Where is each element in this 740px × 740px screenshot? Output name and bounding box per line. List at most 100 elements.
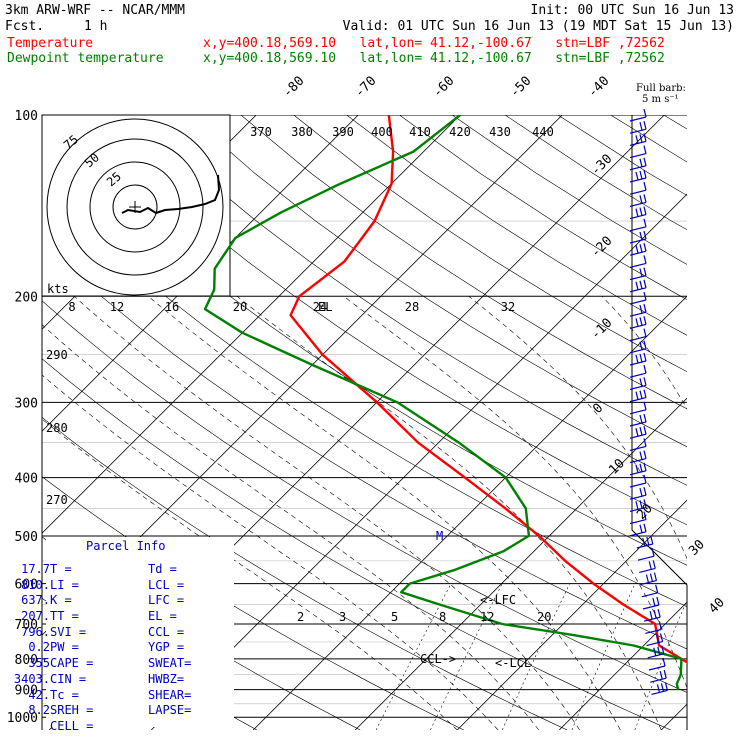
- wind-barb: [629, 157, 647, 171]
- full-barb-value: 5 m s⁻¹: [642, 94, 679, 105]
- wind-barb: [651, 682, 669, 695]
- dry-adiabat: [452, 115, 687, 265]
- isotherm-label: 40: [706, 595, 728, 617]
- dry-adiabat: [293, 115, 687, 373]
- parcel-info-value: 796.: [21, 624, 50, 639]
- theta-label: 380: [291, 125, 313, 139]
- pressure-label-1000: 1000: [7, 711, 38, 726]
- temperature-location: x,y=400.18,569.10 lat,lon= 41.12,-100.67…: [203, 36, 665, 51]
- parcel-info-key: YGP =: [148, 640, 185, 655]
- theta-label: 410: [409, 125, 431, 139]
- isotherm-label: -80: [280, 74, 307, 101]
- wind-barb: [629, 426, 647, 439]
- wind-barb: [629, 267, 647, 281]
- dry-adiabat: [187, 115, 687, 448]
- wind-barb: [629, 389, 647, 403]
- moist-adiabat: [236, 296, 662, 730]
- wind-barb: [629, 438, 647, 451]
- wind-barb: [629, 474, 647, 488]
- isotherm-label: -70: [352, 74, 379, 101]
- isotherm-20: [660, 703, 687, 730]
- dry-adiabat: [610, 115, 687, 163]
- right-frame: [631, 115, 688, 730]
- parcel-info-key: CIN =: [50, 671, 87, 686]
- mixing-ratio-line: [430, 583, 503, 730]
- isotherm-label: 30: [686, 537, 708, 559]
- dry-adiabat-label: 290: [46, 348, 68, 362]
- moist-adiabat: [42, 324, 540, 730]
- parcel-info-key: T =: [50, 562, 72, 576]
- dry-adiabat: [663, 115, 687, 130]
- theta-label: 440: [532, 125, 554, 139]
- model-title: 3km ARW-WRF -- NCAR/MMM: [5, 3, 186, 18]
- moist-adiabat: [74, 296, 580, 730]
- pressure-label-800: 800: [15, 653, 38, 668]
- dewpoint-location: x,y=400.18,569.10 lat,lon= 41.12,-100.67…: [203, 51, 665, 66]
- wind-barb: [629, 291, 647, 305]
- dry-adiabat: [42, 242, 687, 650]
- parcel-info-title: Parcel Info: [86, 539, 166, 553]
- parcel-info-value: 207.: [21, 609, 50, 624]
- parcel-info-key: SHEAR=: [148, 687, 192, 702]
- wind-barb: [629, 121, 647, 134]
- wind-barb: [643, 609, 661, 622]
- moist-adiabat: [343, 296, 687, 689]
- wind-barb: [629, 365, 647, 378]
- wind-barb: [648, 657, 666, 671]
- parcel-info-key: HWBZ=: [148, 671, 185, 686]
- parcel-info-key: LI =: [50, 577, 79, 592]
- annotation-lfc: <-LFC: [480, 593, 516, 607]
- wind-barb: [629, 499, 647, 512]
- dry-adiabat: [42, 358, 671, 730]
- dry-adiabat: [504, 115, 687, 231]
- wind-barb: [629, 511, 647, 525]
- dry-adiabat: [716, 115, 740, 730]
- wind-barb: [629, 108, 647, 122]
- parcel-info-key: Tc =: [50, 687, 79, 702]
- dry-adiabat-label: 270: [46, 493, 68, 507]
- parcel-info-key: Td =: [148, 562, 177, 576]
- wind-barb: [629, 413, 647, 427]
- wind-barb: [629, 316, 647, 329]
- isotherm-label: 20: [634, 501, 656, 523]
- parcel-info-value: 637.: [21, 593, 50, 608]
- hodograph-ring: [112, 184, 158, 230]
- wind-barb: [629, 206, 647, 220]
- wind-barb: [637, 548, 655, 561]
- speed-label: 20: [233, 300, 247, 314]
- pressure-label-700: 700: [15, 618, 38, 633]
- isotherm--60: [42, 115, 461, 534]
- dry-adiabat: [240, 115, 687, 410]
- parcel-info-value: 3403.: [13, 671, 50, 686]
- parcel-info-value: 355: [28, 656, 50, 671]
- annotation-m: M: [436, 529, 443, 543]
- isotherm--20: [252, 295, 687, 730]
- wind-barb: [629, 255, 647, 268]
- parcel-info-key: CCL =: [148, 624, 185, 639]
- mixing-ratio-label: 8: [439, 610, 446, 624]
- isotherm--10: [354, 397, 687, 730]
- wind-barb: [645, 621, 662, 634]
- wind-barb: [636, 535, 654, 549]
- pressure-label-400: 400: [15, 472, 38, 487]
- dry-adiabat: [399, 115, 687, 300]
- init-time: Init: 00 UTC Sun 16 Jun 13: [530, 3, 735, 18]
- dry-adiabat: [42, 300, 687, 693]
- speed-label: 28: [405, 300, 419, 314]
- moist-adiabat: [42, 418, 458, 730]
- wind-barb: [629, 377, 647, 390]
- wind-barb: [646, 633, 664, 647]
- parcel-info-value: 17.7: [21, 562, 50, 576]
- wind-barb: [629, 487, 647, 500]
- theta-label: 400: [371, 125, 393, 139]
- mixing-ratio-label: 20: [537, 610, 551, 624]
- speed-label: 16: [165, 300, 179, 314]
- dry-adiabat: [42, 185, 687, 607]
- wind-barb: [629, 230, 647, 244]
- wind-barb: [629, 182, 647, 195]
- mixing-ratio-label: 2: [297, 610, 304, 624]
- theta-label: 430: [489, 125, 511, 139]
- moist-adiabat: [601, 296, 687, 410]
